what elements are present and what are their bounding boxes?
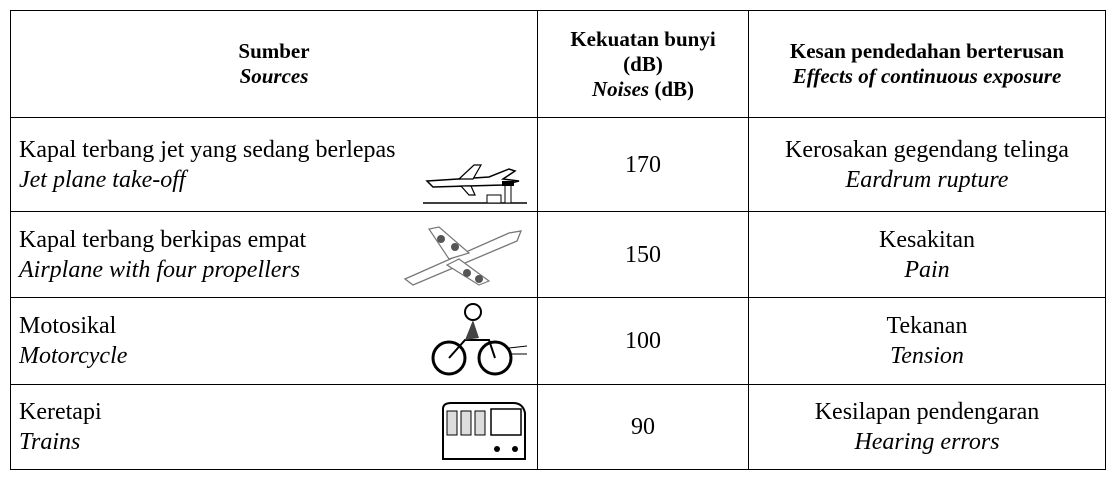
source-english: Jet plane take-off <box>19 166 186 193</box>
effect-english: Pain <box>904 256 950 283</box>
header-text: (dB) <box>654 76 695 101</box>
jet-icon <box>423 164 527 204</box>
source-english: Motorcycle <box>19 343 128 369</box>
source-malay: Kapal terbang jet yang sedang berlepas <box>19 136 396 163</box>
effect-malay: Kesakitan <box>879 226 975 253</box>
noise-table: Sumber Sources Kekuatan bunyi (dB) Noise… <box>10 10 1106 470</box>
header-text: Effects of continuous exposure <box>792 64 1062 88</box>
source-english: Airplane with four propellers <box>19 256 301 283</box>
header-text: (dB) <box>623 51 663 76</box>
motorcycle-icon <box>431 303 528 376</box>
cell: 100 <box>537 297 749 385</box>
effect-malay: Kerosakan gegendang telinga <box>785 136 1069 163</box>
header-cell: Sumber Sources <box>10 10 538 118</box>
noise-value: 170 <box>625 151 661 178</box>
header-text: Kesan pendedahan berterusan <box>789 39 1065 63</box>
row: Kapal terbang jet yang sedang berlepas J… <box>10 117 1106 212</box>
header-text: Kekuatan bunyi <box>570 26 716 51</box>
noise-value: 90 <box>631 414 655 440</box>
row: Keretapi Trains 90 Kesilapan pendengaran… <box>10 384 1106 470</box>
cell: Keretapi Trains <box>10 384 538 470</box>
source-malay: Kapal terbang berkipas empat <box>19 226 307 253</box>
effect-english: Tension <box>890 343 964 369</box>
cell: Motosikal Motorcycle <box>10 297 538 385</box>
noise-value: 100 <box>625 328 661 354</box>
cell: Tekanan Tension <box>748 297 1106 385</box>
source-malay: Keretapi <box>19 399 102 425</box>
train-icon <box>442 402 526 460</box>
propeller-plane-icon <box>403 226 523 286</box>
row: Motosikal Motorcycle 100 Tekanan Tension <box>10 297 1106 385</box>
source-malay: Motosikal <box>19 313 117 339</box>
cell: 170 <box>537 117 749 212</box>
header-text: Sources <box>239 64 309 88</box>
effect-english: Eardrum rupture <box>845 166 1009 193</box>
header-cell: Kesan pendedahan berterusan Effects of c… <box>748 10 1106 118</box>
cell: Kapal terbang berkipas empat Airplane wi… <box>10 211 538 298</box>
cell: 150 <box>537 211 749 298</box>
row: Kapal terbang berkipas empat Airplane wi… <box>10 211 1106 298</box>
cell: Kesilapan pendengaran Hearing errors <box>748 384 1106 470</box>
header-row: Sumber Sources Kekuatan bunyi (dB) Noise… <box>10 10 1106 118</box>
cell: Kesakitan Pain <box>748 211 1106 298</box>
effect-malay: Kesilapan pendengaran <box>814 399 1040 425</box>
source-english: Trains <box>19 429 81 455</box>
header-cell: Kekuatan bunyi (dB) Noises (dB) <box>537 10 749 118</box>
cell: Kapal terbang jet yang sedang berlepas J… <box>10 117 538 212</box>
cell: Kerosakan gegendang telinga Eardrum rupt… <box>748 117 1106 212</box>
effect-english: Hearing errors <box>854 429 1000 455</box>
noise-value: 150 <box>625 241 661 268</box>
effect-malay: Tekanan <box>886 313 968 339</box>
header-text: Sumber <box>238 39 310 63</box>
cell: 90 <box>537 384 749 470</box>
header-text: Noises <box>591 76 650 101</box>
